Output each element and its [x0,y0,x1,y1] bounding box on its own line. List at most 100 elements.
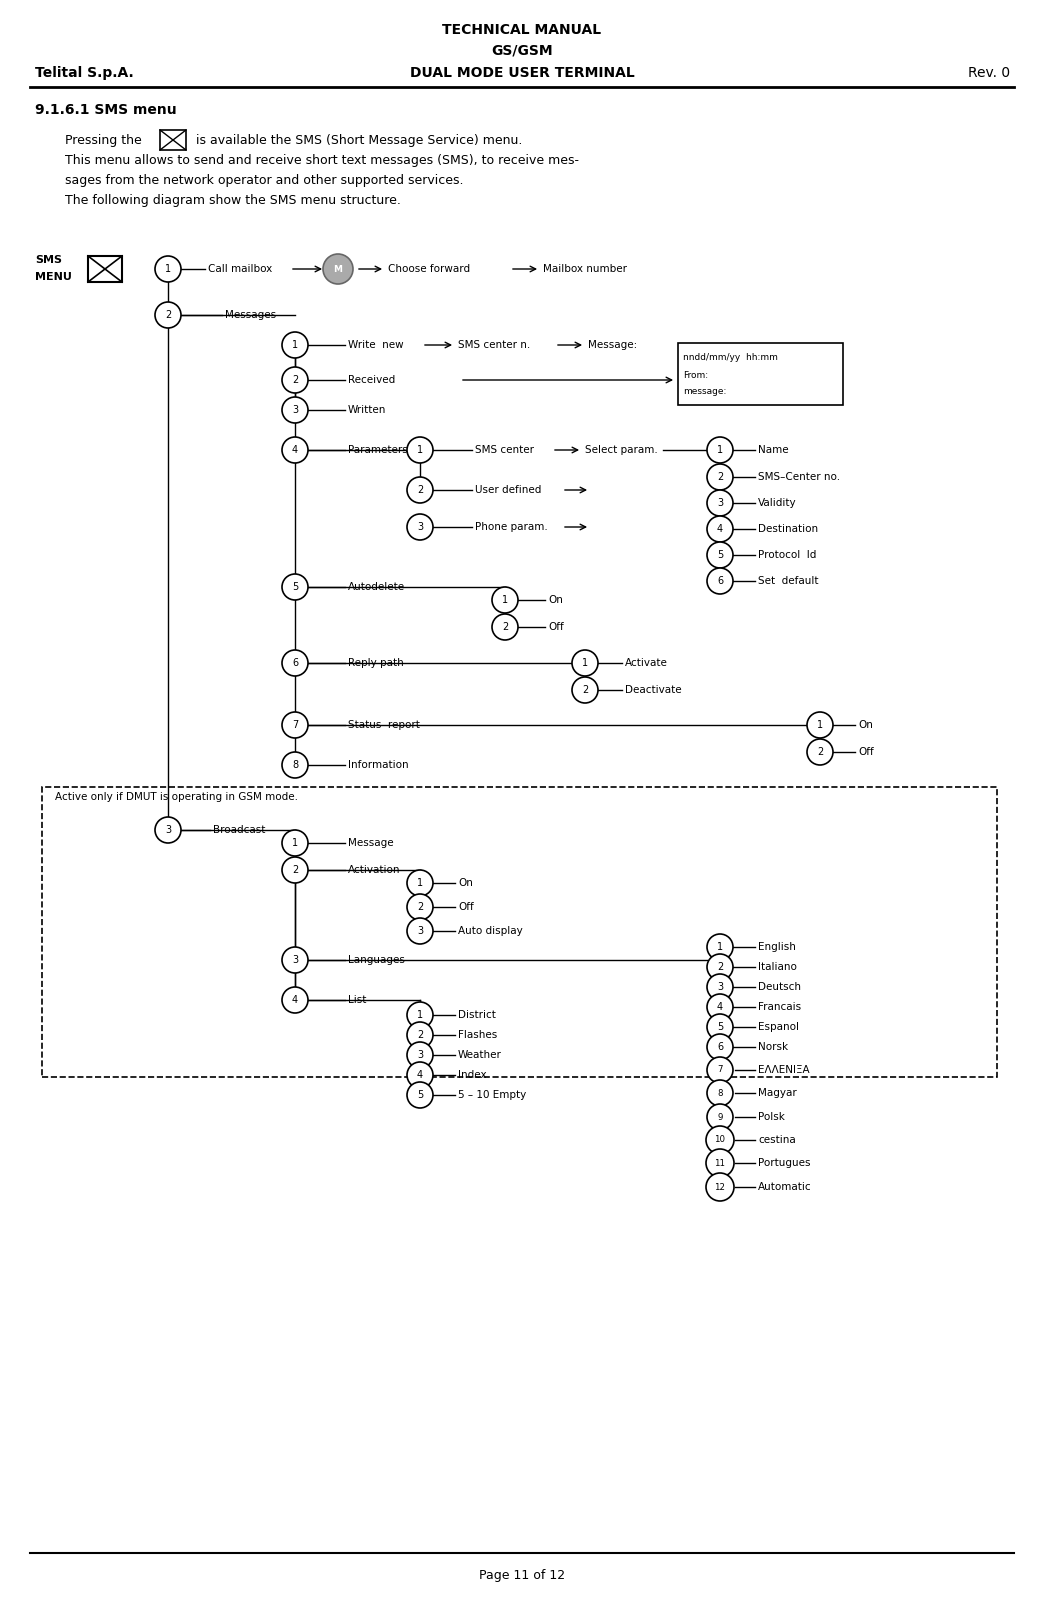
Text: sages from the network operator and other supported services.: sages from the network operator and othe… [65,173,464,186]
Text: 3: 3 [717,982,723,992]
Text: 1: 1 [817,721,823,730]
Text: 1: 1 [292,838,299,847]
Text: 5: 5 [717,1022,723,1032]
Text: 1: 1 [165,263,171,274]
Text: 4: 4 [417,1071,423,1080]
Text: SMS–Center no.: SMS–Center no. [758,472,840,481]
FancyBboxPatch shape [42,786,997,1077]
Circle shape [407,894,433,920]
Text: Broadcast: Broadcast [213,825,265,835]
Circle shape [707,993,733,1021]
Text: Francais: Francais [758,1002,801,1013]
Circle shape [492,587,518,613]
Text: 2: 2 [582,685,588,695]
Text: Autodelete: Autodelete [348,583,405,592]
Circle shape [407,918,433,944]
Text: Deactivate: Deactivate [625,685,682,695]
Text: 3: 3 [165,825,171,835]
Text: 3: 3 [292,404,299,416]
Text: List: List [348,995,366,1005]
Text: Off: Off [858,746,874,758]
Text: Protocol  Id: Protocol Id [758,551,816,560]
Text: 2: 2 [292,865,299,875]
Text: 1: 1 [417,1010,423,1021]
Text: 3: 3 [292,955,299,965]
Text: Received: Received [348,376,396,385]
Text: 2: 2 [502,623,508,632]
Text: Off: Off [458,902,474,912]
Circle shape [282,332,308,358]
Text: 1: 1 [292,340,299,350]
Circle shape [707,974,733,1000]
Text: English: English [758,942,796,952]
Text: Call mailbox: Call mailbox [208,263,272,274]
Text: Phone param.: Phone param. [475,522,548,531]
Circle shape [407,514,433,539]
Text: SMS center: SMS center [475,445,533,454]
Text: Name: Name [758,445,788,454]
Text: 5: 5 [717,551,723,560]
Circle shape [282,368,308,393]
Circle shape [407,870,433,896]
Text: 8: 8 [292,761,299,770]
Text: SMS: SMS [35,255,62,265]
Text: 3: 3 [717,498,723,509]
Text: MENU: MENU [35,271,72,282]
Text: 3: 3 [417,522,423,531]
Text: Choose forward: Choose forward [388,263,470,274]
Circle shape [407,1063,433,1088]
Text: 5: 5 [417,1090,423,1099]
Circle shape [707,568,733,594]
Text: TECHNICAL MANUAL: TECHNICAL MANUAL [443,22,601,37]
Text: Select param.: Select param. [585,445,658,454]
Text: Norsk: Norsk [758,1042,788,1051]
Text: M: M [333,265,342,273]
Text: 11: 11 [714,1159,726,1167]
Text: Automatic: Automatic [758,1181,811,1193]
Text: nndd/mm/yy  hh:mm: nndd/mm/yy hh:mm [683,353,778,363]
Text: 2: 2 [717,961,723,973]
Text: 7: 7 [292,721,299,730]
Circle shape [282,857,308,883]
Text: Index: Index [458,1071,487,1080]
Text: ΕΛΛΕΝΙΞΑ: ΕΛΛΕΝΙΞΑ [758,1066,810,1075]
Text: Active only if DMUT is operating in GSM mode.: Active only if DMUT is operating in GSM … [55,791,298,802]
Text: 2: 2 [165,310,171,319]
Circle shape [407,1022,433,1048]
Text: Page 11 of 12: Page 11 of 12 [479,1568,565,1581]
Text: On: On [858,721,873,730]
Text: On: On [458,878,473,888]
Circle shape [572,677,598,703]
Circle shape [407,477,433,502]
Text: Status  report: Status report [348,721,420,730]
Circle shape [282,575,308,600]
Text: SMS center n.: SMS center n. [458,340,530,350]
Text: Message: Message [348,838,394,847]
Text: cestina: cestina [758,1135,796,1144]
Circle shape [707,953,733,981]
Circle shape [155,302,181,327]
Circle shape [407,1042,433,1067]
Text: 9: 9 [717,1112,722,1122]
Text: Polsk: Polsk [758,1112,785,1122]
Text: Auto display: Auto display [458,926,523,936]
Text: 1: 1 [717,445,723,454]
Circle shape [707,1080,733,1106]
Text: 1: 1 [417,878,423,888]
Circle shape [707,1034,733,1059]
Circle shape [707,934,733,960]
Circle shape [707,515,733,542]
FancyBboxPatch shape [88,257,122,282]
Text: Weather: Weather [458,1050,502,1059]
Text: Written: Written [348,404,386,416]
Text: Portugues: Portugues [758,1157,810,1168]
Text: Deutsch: Deutsch [758,982,801,992]
Text: Off: Off [548,623,564,632]
Text: 9.1.6.1 SMS menu: 9.1.6.1 SMS menu [35,103,176,117]
Circle shape [323,254,353,284]
Text: District: District [458,1010,496,1021]
Text: 7: 7 [717,1066,722,1074]
Circle shape [492,615,518,640]
Text: 5 – 10 Empty: 5 – 10 Empty [458,1090,526,1099]
Text: 6: 6 [717,576,723,586]
